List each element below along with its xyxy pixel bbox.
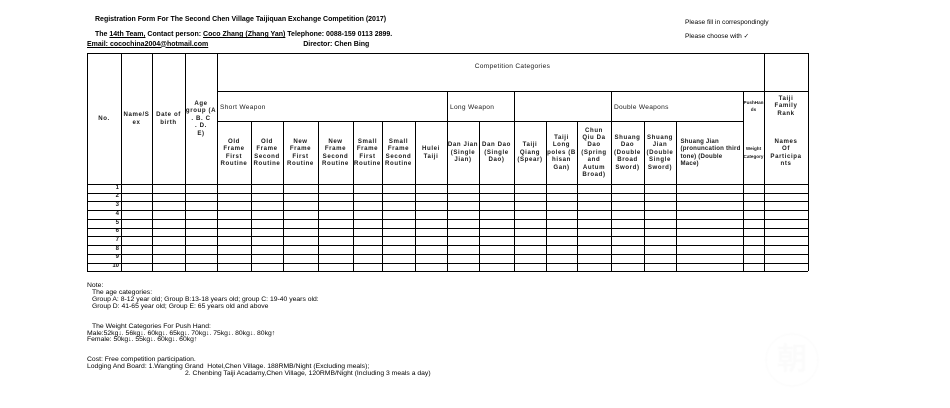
svg-text:朝: 朝 (777, 343, 807, 376)
